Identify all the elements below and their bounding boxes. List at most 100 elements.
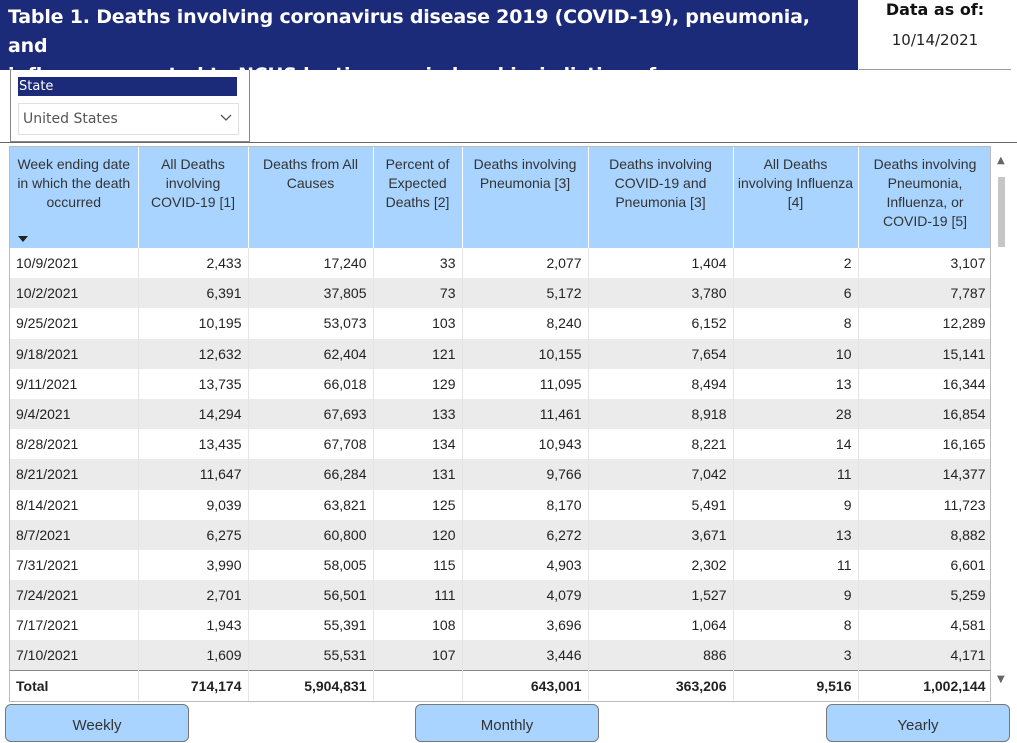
value-cell: 33: [373, 248, 463, 279]
week-ending-cell: 10/2/2021: [10, 278, 139, 309]
value-cell: 14,294: [138, 398, 249, 430]
vertical-scrollbar[interactable]: ▲ ▼: [995, 147, 1008, 685]
value-cell: 6,391: [138, 278, 249, 309]
total-value-cell: 1,002,144: [858, 670, 990, 701]
scrollbar-thumb[interactable]: [998, 177, 1005, 247]
value-cell: 12,632: [138, 338, 249, 369]
state-filter: State United States: [10, 70, 250, 142]
value-cell: 6,275: [138, 519, 249, 550]
column-header[interactable]: Percent of Expected Deaths [2]: [373, 147, 463, 248]
table-row: 8/21/2021 11,647 66,284 131 9,766 7,042 11 14,3…: [10, 459, 990, 490]
value-cell: 7,787: [858, 278, 990, 309]
column-header[interactable]: Deaths from All Causes: [248, 147, 374, 248]
value-cell: 66,284: [248, 459, 374, 490]
column-header[interactable]: All Deaths involving Influenza [4]: [733, 147, 859, 248]
value-cell: 16,854: [858, 398, 990, 430]
value-cell: 3,990: [138, 549, 249, 581]
value-cell: 10,195: [138, 308, 249, 339]
value-cell: 15,141: [858, 338, 990, 369]
week-ending-cell: 9/25/2021: [10, 308, 139, 339]
table-header-row: Week ending date in which the death occu…: [10, 147, 990, 248]
state-filter-label: State: [18, 77, 237, 96]
value-cell: 67,693: [248, 398, 374, 430]
value-cell: 8,170: [462, 489, 589, 520]
week-ending-cell: 8/21/2021: [10, 459, 139, 490]
value-cell: 13,435: [138, 429, 249, 460]
table-row: 8/28/2021 13,435 67,708 134 10,943 8,221 14 16,…: [10, 429, 990, 460]
table-row: 9/4/2021 14,294 67,693 133 11,461 8,918 28 16,8…: [10, 398, 990, 430]
yearly-button[interactable]: Yearly: [826, 704, 1010, 742]
scroll-up-icon[interactable]: ▲: [997, 155, 1005, 166]
sort-descending-icon[interactable]: [18, 236, 28, 242]
value-cell: 6,601: [858, 549, 990, 581]
value-cell: 55,531: [248, 640, 374, 671]
week-ending-cell: 7/31/2021: [10, 549, 139, 581]
state-dropdown[interactable]: United States: [18, 103, 239, 135]
value-cell: 3,696: [462, 610, 589, 641]
value-cell: 8,221: [588, 429, 734, 460]
value-cell: 16,165: [858, 429, 990, 460]
week-ending-cell: 9/11/2021: [10, 368, 139, 399]
value-cell: 6: [733, 278, 859, 309]
table-row: 7/10/2021 1,609 55,531 107 3,446 886 3 4,171: [10, 640, 990, 671]
value-cell: 9,039: [138, 489, 249, 520]
value-cell: 10,943: [462, 429, 589, 460]
page-title-bar: Table 1. Deaths involving coronavirus di…: [0, 0, 858, 86]
value-cell: 10,155: [462, 338, 589, 369]
value-cell: 11,461: [462, 398, 589, 430]
column-header[interactable]: Week ending date in which the death occu…: [10, 147, 139, 248]
value-cell: 120: [373, 519, 463, 550]
value-cell: 11,095: [462, 368, 589, 399]
table-row: 9/25/2021 10,195 53,073 103 8,240 6,152 8 12,28…: [10, 308, 990, 339]
value-cell: 10: [733, 338, 859, 369]
deaths-table: Week ending date in which the death occu…: [9, 146, 991, 702]
column-header[interactable]: All Deaths involving COVID-19 [1]: [138, 147, 249, 248]
value-cell: 3: [733, 640, 859, 671]
value-cell: 5,259: [858, 580, 990, 611]
value-cell: 58,005: [248, 549, 374, 581]
monthly-button[interactable]: Monthly: [415, 704, 599, 742]
value-cell: 6,272: [462, 519, 589, 550]
column-header[interactable]: Deaths involving Pneumonia, Influenza, o…: [858, 147, 990, 248]
weekly-button[interactable]: Weekly: [5, 704, 189, 742]
value-cell: 37,805: [248, 278, 374, 309]
total-value-cell: 9,516: [733, 670, 859, 701]
table-row: 8/14/2021 9,039 63,821 125 8,170 5,491 9 11,723: [10, 489, 990, 520]
value-cell: 8,918: [588, 398, 734, 430]
column-header[interactable]: Deaths involving COVID-19 and Pneumonia …: [588, 147, 734, 248]
value-cell: 5,491: [588, 489, 734, 520]
value-cell: 13: [733, 519, 859, 550]
value-cell: 1,527: [588, 580, 734, 611]
table-row: 7/17/2021 1,943 55,391 108 3,696 1,064 8 4,581: [10, 610, 990, 641]
value-cell: 17,240: [248, 248, 374, 279]
value-cell: 107: [373, 640, 463, 671]
value-cell: 7,042: [588, 459, 734, 490]
value-cell: 1,064: [588, 610, 734, 641]
week-ending-cell: 10/9/2021: [10, 248, 139, 279]
value-cell: 133: [373, 398, 463, 430]
table-row: 7/24/2021 2,701 56,501 111 4,079 1,527 9 5,259: [10, 580, 990, 611]
state-dropdown-value: United States: [23, 111, 118, 127]
value-cell: 4,171: [858, 640, 990, 671]
value-cell: 4,581: [858, 610, 990, 641]
value-cell: 13: [733, 368, 859, 399]
divider: [0, 142, 1017, 143]
value-cell: 3,446: [462, 640, 589, 671]
value-cell: 11: [733, 549, 859, 581]
column-header[interactable]: Deaths involving Pneumonia [3]: [462, 147, 589, 248]
value-cell: 11: [733, 459, 859, 490]
total-value-cell: 363,206: [588, 670, 734, 701]
table-row: 7/31/2021 3,990 58,005 115 4,903 2,302 11 6,601: [10, 549, 990, 581]
total-value-cell: 714,174: [138, 670, 249, 701]
value-cell: 2,701: [138, 580, 249, 611]
value-cell: 9,766: [462, 459, 589, 490]
scroll-down-icon[interactable]: ▼: [997, 674, 1005, 685]
value-cell: 14,377: [858, 459, 990, 490]
value-cell: 121: [373, 338, 463, 369]
value-cell: 12,289: [858, 308, 990, 339]
total-value-cell: 5,904,831: [248, 670, 374, 701]
table-row: 10/2/2021 6,391 37,805 73 5,172 3,780 6 7,787: [10, 278, 990, 309]
table-row: 9/11/2021 13,735 66,018 129 11,095 8,494 13 16,…: [10, 368, 990, 399]
value-cell: 134: [373, 429, 463, 460]
value-cell: 11,723: [858, 489, 990, 520]
